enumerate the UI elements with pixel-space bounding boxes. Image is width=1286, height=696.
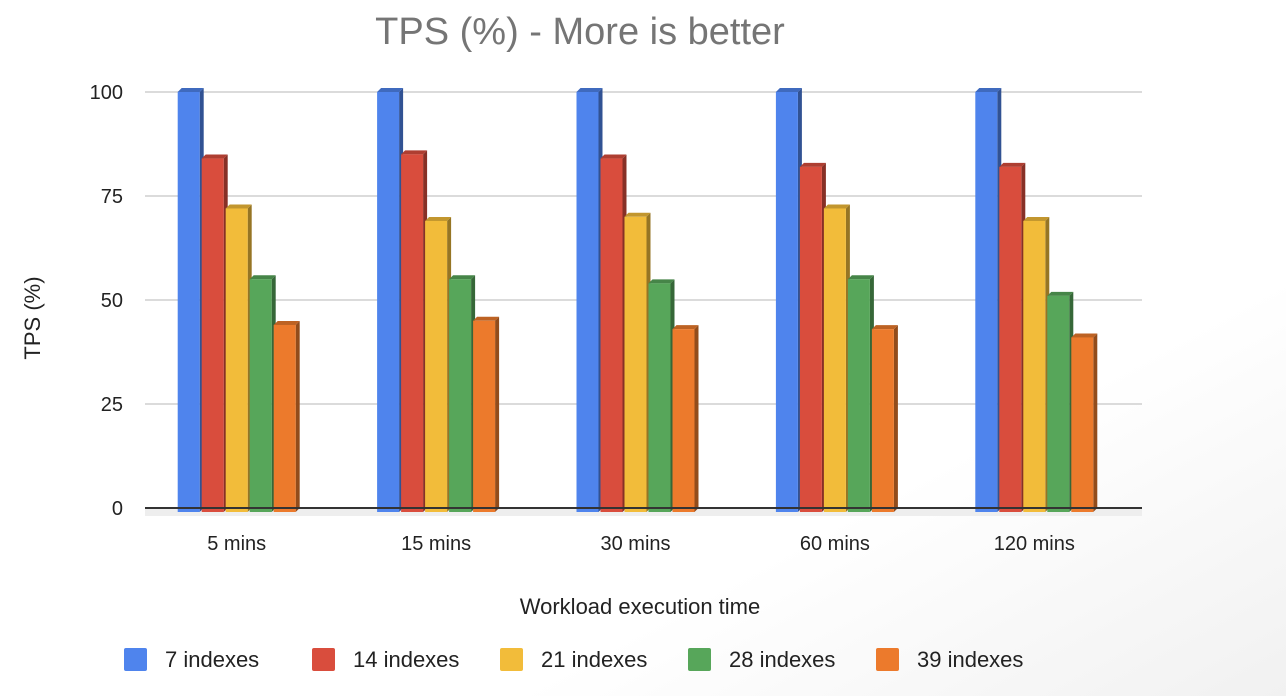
bar — [1023, 220, 1046, 512]
y-axis-ticks: 0 25 50 75 100 — [90, 82, 123, 520]
bar — [775, 92, 798, 512]
bar — [225, 208, 248, 513]
bar-top — [201, 154, 228, 159]
bar-side — [495, 316, 500, 512]
bar-top — [975, 88, 1002, 92]
legend-label: 7 indexes — [165, 647, 259, 672]
bar — [201, 158, 224, 512]
bar-side — [1093, 333, 1098, 512]
x-axis-ticks: 5 mins 15 mins 30 mins 60 mins 120 mins — [207, 533, 1075, 555]
bar — [473, 320, 496, 512]
y-tick-label: 50 — [101, 290, 123, 312]
bar — [249, 279, 272, 512]
y-axis-label: TPS (%) — [20, 276, 45, 359]
bar-top — [1071, 333, 1098, 338]
bar-top — [648, 279, 675, 284]
bar-top — [401, 150, 428, 155]
bar-top — [600, 154, 627, 159]
legend-label: 28 indexes — [729, 647, 835, 672]
bar-top — [775, 88, 802, 92]
bar — [273, 324, 296, 512]
legend-swatch — [312, 648, 335, 671]
bar-top — [377, 88, 404, 92]
bar-top — [425, 216, 452, 221]
x-tick-label: 15 mins — [401, 533, 471, 555]
bars — [177, 88, 1098, 513]
bar — [177, 92, 200, 512]
bar — [377, 92, 400, 512]
legend-item: 28 indexes — [688, 647, 835, 672]
bar-top — [624, 212, 651, 217]
bar-group — [775, 88, 898, 513]
bar-group — [576, 88, 699, 513]
bar — [975, 92, 998, 512]
x-tick-label: 60 mins — [800, 533, 870, 555]
bar-top — [847, 275, 874, 280]
bar-side — [694, 325, 699, 512]
bar-top — [177, 88, 204, 92]
bar-group — [975, 88, 1098, 512]
bar-side — [295, 320, 300, 512]
legend-swatch — [688, 648, 711, 671]
legend-item: 39 indexes — [876, 647, 1023, 672]
bar-top — [473, 316, 500, 321]
y-tick-label: 0 — [112, 498, 123, 520]
bar-top — [449, 275, 476, 280]
x-tick-label: 120 mins — [994, 533, 1075, 555]
bar-top — [273, 320, 300, 325]
legend-item: 7 indexes — [124, 647, 259, 672]
bar-top — [823, 204, 850, 209]
bar — [871, 329, 894, 512]
legend-label: 14 indexes — [353, 647, 459, 672]
bar-top — [799, 162, 826, 167]
bar — [847, 279, 870, 512]
legend-swatch — [124, 648, 147, 671]
legend-swatch — [876, 648, 899, 671]
bar — [799, 166, 822, 512]
legend-label: 21 indexes — [541, 647, 647, 672]
bar — [1047, 295, 1070, 512]
legend-label: 39 indexes — [917, 647, 1023, 672]
bar — [1071, 337, 1094, 512]
bar-top — [576, 88, 603, 92]
bar — [449, 279, 472, 512]
bar — [401, 154, 424, 512]
bar — [624, 216, 647, 513]
legend-item: 21 indexes — [500, 647, 647, 672]
x-tick-label: 30 mins — [600, 533, 670, 555]
y-tick-label: 100 — [90, 82, 123, 104]
chart-title: TPS (%) - More is better — [375, 11, 785, 53]
bar-group — [177, 88, 300, 513]
bar-top — [672, 325, 699, 330]
x-axis-label: Workload execution time — [520, 594, 761, 619]
legend-item: 14 indexes — [312, 647, 459, 672]
bar — [999, 166, 1022, 512]
y-tick-label: 25 — [101, 394, 123, 416]
x-tick-label: 5 mins — [207, 533, 266, 555]
bar — [425, 220, 448, 512]
bar-top — [871, 325, 898, 330]
bar-top — [249, 275, 276, 280]
legend: 7 indexes 14 indexes 21 indexes 28 indexes 3… — [124, 647, 1023, 672]
bar-group — [377, 88, 500, 512]
bar — [648, 283, 671, 512]
bar-top — [1023, 216, 1050, 221]
y-tick-label: 75 — [101, 186, 123, 208]
bar — [600, 158, 623, 512]
bar — [576, 92, 599, 512]
legend-swatch — [500, 648, 523, 671]
bar — [823, 208, 846, 513]
bar-side — [893, 325, 898, 512]
bar-top — [1047, 291, 1074, 296]
bar — [672, 329, 695, 512]
bar-top — [225, 204, 252, 209]
bar-top — [999, 162, 1026, 167]
